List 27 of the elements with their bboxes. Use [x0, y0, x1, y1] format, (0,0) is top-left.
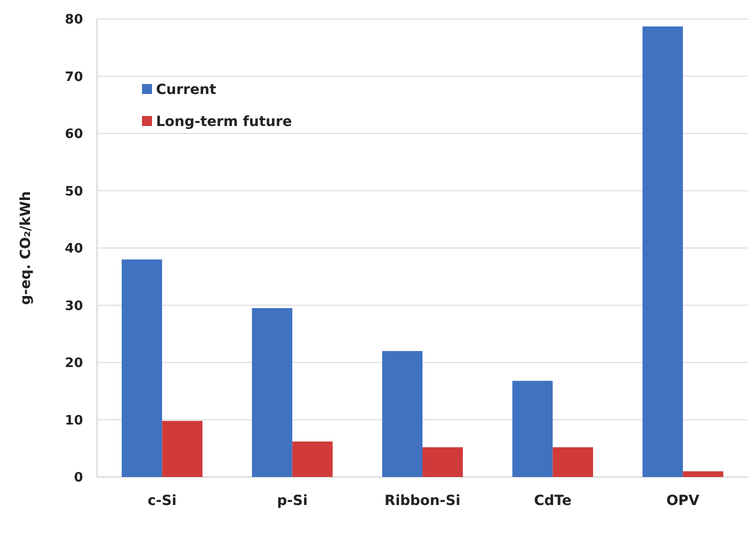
y-tick-label: 30	[64, 298, 83, 314]
bar	[292, 442, 333, 477]
bar	[642, 26, 683, 477]
x-tick-label: p-Si	[276, 493, 308, 509]
bar	[162, 420, 202, 477]
y-tick-label: 70	[64, 70, 83, 85]
y-tick-label: 40	[64, 242, 83, 257]
x-tick-label: Ribbon-Si	[384, 493, 460, 509]
x-tick-label: c-Si	[148, 493, 177, 509]
legend-label: Current	[156, 82, 217, 98]
y-axis-title: g-eq. CO₂/kWh	[18, 191, 34, 305]
legend-label: Long-term future	[156, 114, 292, 130]
bar	[422, 447, 463, 477]
bar	[252, 308, 292, 477]
x-tick-label: CdTe	[534, 493, 572, 509]
bar	[552, 447, 594, 477]
bar	[382, 351, 422, 477]
bar	[512, 380, 553, 477]
y-tick-label: 20	[64, 356, 83, 372]
y-tick-label: 60	[64, 127, 83, 142]
y-tick-label: 80	[64, 12, 83, 28]
y-tick-label: 10	[64, 413, 83, 428]
bar	[682, 471, 724, 477]
y-tick-label: 50	[64, 184, 83, 200]
y-tick-label: 0	[74, 470, 83, 486]
x-tick-label: OPV	[666, 493, 700, 509]
bar	[122, 259, 162, 477]
